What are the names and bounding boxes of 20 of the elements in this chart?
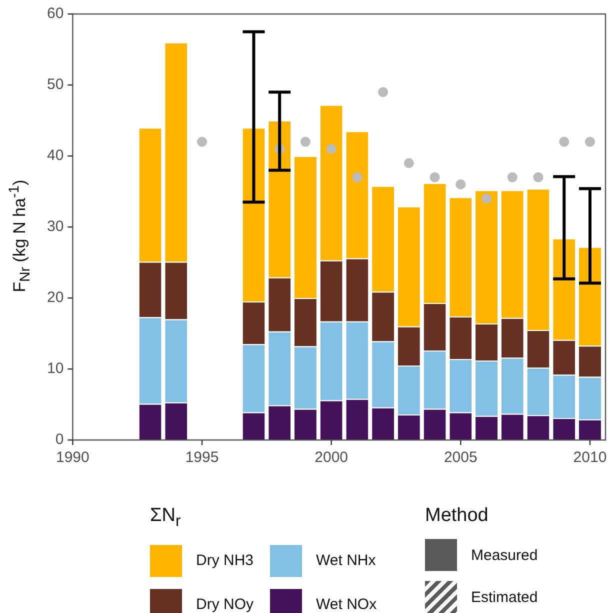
y-tick-label: 0	[55, 431, 64, 448]
legend-label: Wet NOx	[316, 596, 377, 613]
y-tick-label: 40	[46, 147, 64, 164]
x-tick-label: 1990	[56, 449, 90, 466]
y-tick-label: 20	[46, 289, 64, 306]
legend-label: Wet NHx	[316, 552, 376, 570]
x-tick-label: 2005	[444, 449, 478, 466]
x-tick-label: 2010	[573, 449, 607, 466]
x-tick-label: 2000	[314, 449, 348, 466]
y-tick-label: 60	[46, 5, 64, 22]
text: Estimated	[471, 588, 538, 606]
text: Method	[425, 505, 490, 527]
x-tick-label: 1995	[185, 449, 219, 466]
y-tick-label: 30	[46, 218, 64, 236]
y-tick-label: 50	[46, 76, 64, 94]
text: Measured	[471, 546, 538, 564]
legend-label: Dry NOy	[196, 596, 254, 613]
legend-label: Dry NH3	[196, 552, 254, 570]
y-tick-label: 10	[46, 360, 64, 378]
legend-title: ΣN$_{r}$	[150, 505, 182, 531]
